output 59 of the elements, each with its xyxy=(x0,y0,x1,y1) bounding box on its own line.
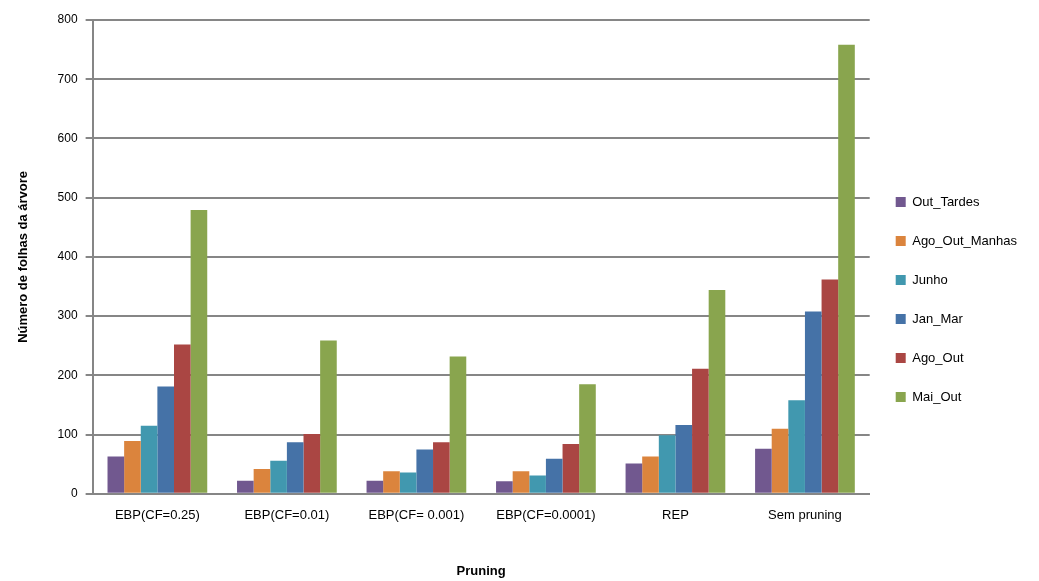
bar xyxy=(124,441,141,493)
legend-label: Junho xyxy=(912,271,948,287)
y-axis-title: Número de folhas da árvore xyxy=(15,170,31,343)
bar xyxy=(303,433,321,493)
x-tick-label: REP xyxy=(662,507,689,523)
y-tick-label: 500 xyxy=(57,189,78,204)
bar xyxy=(496,481,513,493)
bar xyxy=(107,456,125,493)
legend-label: Ago_Out xyxy=(912,349,964,365)
legend-label: Out_Tardes xyxy=(912,193,980,209)
bar xyxy=(692,368,709,493)
x-tick-label: EBP(CF=0.01) xyxy=(244,507,330,523)
x-tick-label: Sem pruning xyxy=(768,507,842,523)
bar xyxy=(755,448,772,493)
bar xyxy=(253,468,271,493)
bar xyxy=(708,290,726,493)
y-tick-label: 600 xyxy=(57,130,78,145)
legend-label: Jan_Mar xyxy=(912,310,964,326)
bar xyxy=(366,480,384,493)
y-tick-label: 100 xyxy=(57,426,78,441)
x-tick-label: EBP(CF=0.25) xyxy=(114,507,200,523)
bar xyxy=(579,384,596,493)
bar xyxy=(771,428,789,493)
bar xyxy=(383,471,400,493)
bar xyxy=(545,458,563,493)
x-axis-title: Pruning xyxy=(456,562,506,578)
bar xyxy=(237,480,254,493)
bar xyxy=(449,356,467,493)
bar xyxy=(675,425,693,493)
bar xyxy=(512,471,530,493)
y-tick-label: 400 xyxy=(57,249,78,264)
bar xyxy=(190,210,208,493)
bar xyxy=(821,279,839,493)
bar xyxy=(286,442,304,493)
bar xyxy=(174,344,191,493)
bar xyxy=(804,311,822,493)
bar xyxy=(140,425,158,493)
bar xyxy=(416,449,434,493)
bar xyxy=(562,444,580,493)
legend-label: Ago_Out_Manhas xyxy=(912,232,1018,248)
bar xyxy=(529,475,546,493)
bar xyxy=(788,400,805,493)
bar xyxy=(399,472,417,493)
x-tick-label: EBP(CF= 0.001) xyxy=(368,507,465,523)
y-tick-label: 700 xyxy=(57,71,78,86)
y-tick-label: 300 xyxy=(57,308,78,323)
y-tick-label: 800 xyxy=(57,12,78,27)
bar xyxy=(642,456,659,493)
bar xyxy=(433,442,450,493)
y-tick-label: 0 xyxy=(70,486,78,501)
bar xyxy=(625,463,643,493)
y-tick-label: 200 xyxy=(57,367,78,382)
x-tick-label: EBP(CF=0.0001) xyxy=(496,507,596,523)
legend-label: Mai_Out xyxy=(912,388,962,404)
bar xyxy=(838,44,855,493)
bar xyxy=(270,460,287,493)
bar xyxy=(658,435,676,493)
bar xyxy=(320,340,337,493)
bar xyxy=(157,386,174,493)
